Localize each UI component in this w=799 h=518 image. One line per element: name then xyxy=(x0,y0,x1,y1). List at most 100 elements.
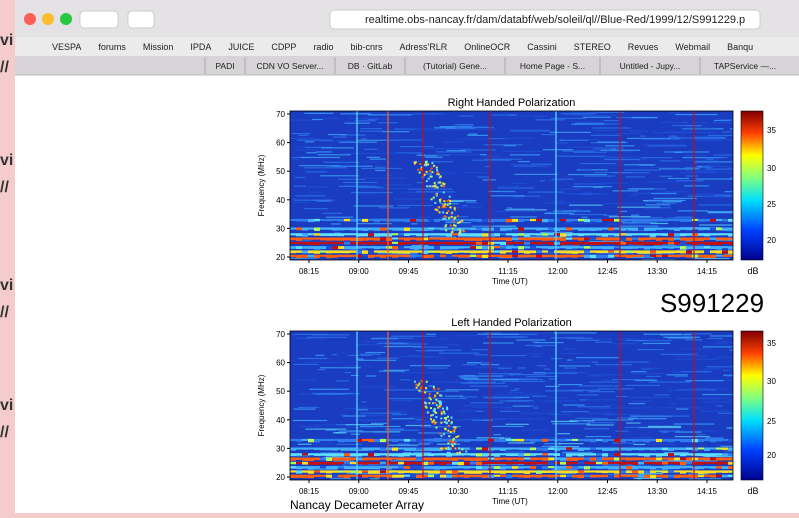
burst xyxy=(443,215,446,218)
noise xyxy=(418,243,424,245)
bookmark[interactable]: JUICE xyxy=(228,42,254,52)
band xyxy=(308,254,314,258)
band xyxy=(302,218,308,222)
band xyxy=(356,457,362,461)
noise xyxy=(360,353,382,355)
noise xyxy=(731,133,733,135)
noise xyxy=(439,352,480,354)
band xyxy=(716,470,722,473)
burst xyxy=(435,411,438,414)
bookmark[interactable]: radio xyxy=(313,42,333,52)
noise xyxy=(675,113,718,116)
noise xyxy=(684,159,719,161)
bookmark[interactable]: IPDA xyxy=(190,42,211,52)
bookmark[interactable]: OnlineOCR xyxy=(464,42,511,52)
noise xyxy=(659,168,700,170)
band xyxy=(506,474,512,479)
minimize-button[interactable] xyxy=(42,13,54,25)
noise xyxy=(656,202,676,205)
band xyxy=(338,250,344,254)
noise xyxy=(649,166,679,168)
noise xyxy=(596,141,626,143)
noise xyxy=(625,339,647,341)
noise xyxy=(706,158,714,160)
band xyxy=(446,233,452,237)
band xyxy=(410,474,416,478)
band xyxy=(686,227,692,231)
bookmark[interactable]: bib-cnrs xyxy=(350,42,383,52)
band xyxy=(374,438,380,443)
bookmark[interactable]: Webmail xyxy=(675,42,710,52)
band xyxy=(464,246,470,249)
band xyxy=(704,470,710,474)
band xyxy=(476,466,482,470)
bookmark[interactable]: STEREO xyxy=(574,42,611,52)
burst xyxy=(433,181,436,184)
noise xyxy=(466,418,507,420)
noise xyxy=(509,373,546,376)
tab[interactable]: Untitled - Jupy... xyxy=(620,61,681,71)
band xyxy=(704,457,710,461)
band xyxy=(482,466,488,470)
band xyxy=(500,233,506,236)
band xyxy=(506,470,512,473)
band xyxy=(584,470,590,473)
burst xyxy=(458,451,461,454)
band xyxy=(656,438,662,443)
nav-buttons[interactable] xyxy=(79,10,119,29)
noise xyxy=(291,198,298,200)
noise xyxy=(551,468,577,470)
bookmark[interactable]: Revues xyxy=(628,42,659,52)
band xyxy=(344,470,350,473)
noise xyxy=(464,172,487,174)
band xyxy=(446,246,452,250)
band xyxy=(668,438,674,443)
noise xyxy=(510,216,537,218)
band xyxy=(566,474,572,477)
tab[interactable]: (Tutorial) Gene... xyxy=(423,61,487,71)
tab[interactable]: TAPService —... xyxy=(714,61,776,71)
noise xyxy=(385,428,405,430)
band xyxy=(488,246,494,250)
zoom-button[interactable] xyxy=(60,13,72,25)
bookmark[interactable]: VESPA xyxy=(52,42,81,52)
band xyxy=(422,453,428,456)
noise xyxy=(526,353,544,355)
burst xyxy=(444,427,447,430)
bookmark[interactable]: Banqu xyxy=(727,42,753,52)
close-button[interactable] xyxy=(24,13,36,25)
tab[interactable]: PADI xyxy=(215,61,234,71)
x-tick-label: 08:15 xyxy=(299,267,320,276)
noise xyxy=(321,259,339,260)
band xyxy=(386,466,392,470)
band xyxy=(620,233,626,236)
burst xyxy=(435,404,438,407)
noise xyxy=(502,137,535,139)
band xyxy=(566,237,572,240)
tab[interactable]: DB · GitLab xyxy=(348,61,393,71)
noise xyxy=(686,175,699,177)
band xyxy=(434,447,440,451)
burst xyxy=(429,418,432,421)
noise xyxy=(588,391,615,393)
band xyxy=(704,233,710,237)
band xyxy=(614,466,620,470)
noise xyxy=(361,401,367,403)
tab[interactable]: CDN VO Server... xyxy=(256,61,323,71)
bookmark[interactable]: Cassini xyxy=(527,42,557,52)
band xyxy=(416,246,422,250)
noise xyxy=(290,455,310,457)
burst xyxy=(447,415,450,418)
bookmark[interactable]: Adress'RLR xyxy=(399,42,447,52)
band xyxy=(686,246,692,250)
tab[interactable]: Home Page - S... xyxy=(520,61,585,71)
url-bar[interactable] xyxy=(329,9,761,30)
bookmark[interactable]: forums xyxy=(98,42,126,52)
noise xyxy=(723,241,733,243)
band xyxy=(644,466,650,469)
bookmark[interactable]: Mission xyxy=(143,42,174,52)
band xyxy=(668,250,674,254)
sidebar-button[interactable] xyxy=(127,10,155,29)
band xyxy=(650,218,656,222)
bookmark[interactable]: CDPP xyxy=(271,42,296,52)
